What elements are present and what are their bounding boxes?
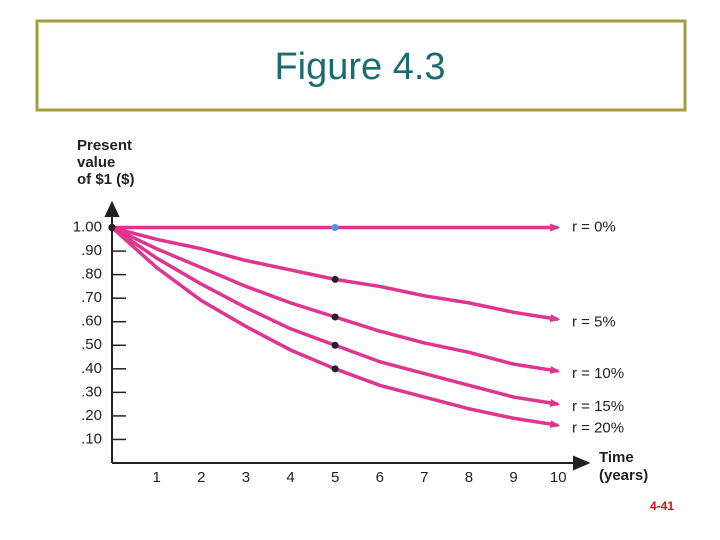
point-marker (331, 341, 339, 349)
x-axis-label: Time (599, 449, 634, 466)
x-tick-label: 4 (286, 469, 294, 486)
x-tick-label: 9 (509, 469, 517, 486)
x-tick-label: 6 (376, 469, 384, 486)
point-marker (331, 224, 339, 232)
point-marker (331, 275, 339, 283)
x-tick-label: 2 (197, 469, 205, 486)
point-marker (108, 224, 116, 232)
title-box (35, 19, 687, 112)
slide-title: Figure 4.3 (274, 46, 445, 88)
y-tick-label: 1.00 (73, 219, 102, 236)
y-axis-label: of $1 ($) (77, 171, 135, 188)
y-tick-label: .30 (81, 383, 102, 400)
y-axis-label: value (77, 154, 115, 171)
series-label: r = 5% (572, 313, 616, 330)
series-line (111, 225, 561, 374)
x-axis-label: (years) (599, 467, 648, 484)
series-line (111, 225, 561, 323)
x-tick-label: 1 (152, 469, 160, 486)
y-axis-label: Present (77, 137, 132, 154)
y-tick-label: .10 (81, 430, 102, 447)
x-tick-label: 5 (331, 469, 339, 486)
x-tick-label: 10 (550, 469, 567, 486)
y-tick-label: .60 (81, 313, 102, 330)
y-tick-label: .70 (81, 289, 102, 306)
x-tick-label: 3 (242, 469, 250, 486)
y-tick-label: .80 (81, 266, 102, 283)
series-label: r = 15% (572, 398, 624, 415)
point-marker (331, 365, 339, 373)
page-number: 4-41 (650, 499, 674, 513)
x-tick-label: 7 (420, 469, 428, 486)
x-tick-label: 8 (465, 469, 473, 486)
series-label: r = 0% (572, 219, 616, 236)
y-tick-label: .40 (81, 360, 102, 377)
y-tick-label: .90 (81, 242, 102, 259)
series-label: r = 20% (572, 419, 624, 436)
y-tick-label: .50 (81, 336, 102, 353)
x-axis (112, 455, 591, 471)
point-marker (331, 313, 339, 321)
series-label: r = 10% (572, 365, 624, 382)
y-tick-label: .20 (81, 407, 102, 424)
y-axis (104, 200, 120, 463)
